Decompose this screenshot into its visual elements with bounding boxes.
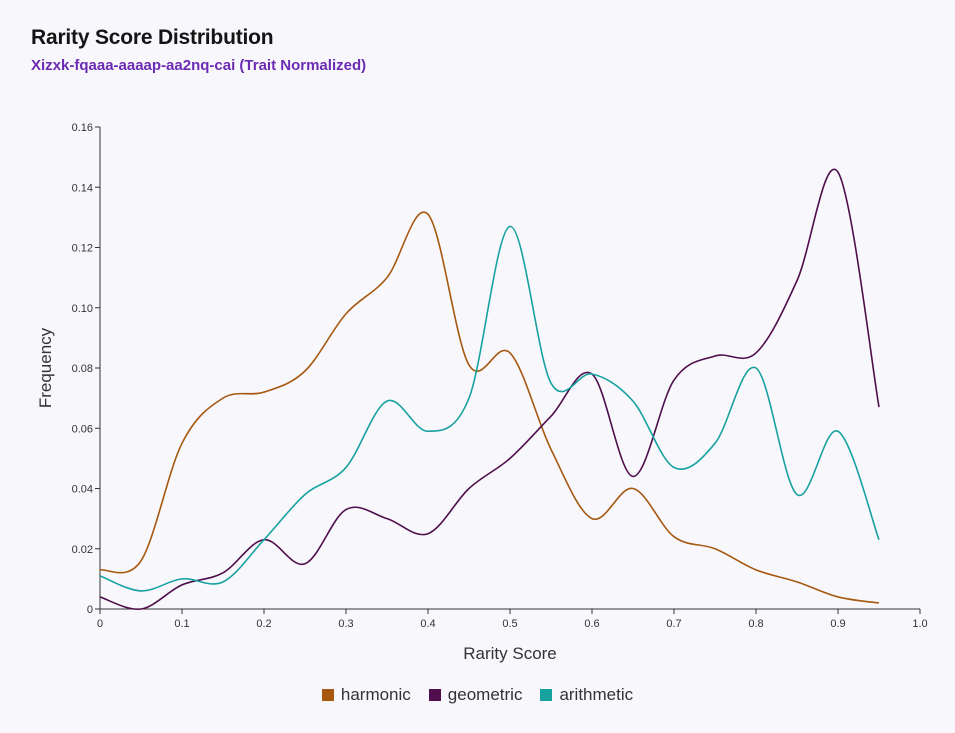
legend-swatch	[321, 689, 334, 701]
x-tick-label: 0.9	[830, 618, 845, 630]
y-tick-label: 0.14	[72, 182, 93, 194]
series-line-arithmetic	[99, 225, 880, 592]
y-tick-label: 0.10	[72, 303, 93, 315]
series-line-harmonic	[99, 211, 880, 604]
chart-subtitle: Xizxk-fqaaa-aaaap-aa2nq-cai (Trait Norma…	[31, 57, 367, 74]
legend-item-harmonic[interactable]: harmonic	[321, 685, 411, 705]
x-tick-label: 0.7	[666, 618, 681, 630]
y-tick-label: 0.04	[72, 484, 93, 496]
y-tick-label: 0.02	[72, 544, 93, 556]
legend: harmonic geometric arithmetic	[0, 685, 955, 705]
x-tick-label: 0.5	[502, 618, 517, 630]
x-tick-label: 1.0	[912, 618, 927, 630]
y-tick-label: 0.16	[72, 122, 93, 134]
x-tick-label: 0	[97, 618, 103, 630]
legend-item-geometric[interactable]: geometric	[428, 685, 523, 705]
legend-swatch	[428, 689, 441, 701]
legend-swatch	[540, 689, 553, 701]
y-axis-label: Frequency	[36, 327, 55, 408]
x-tick-label: 0.6	[584, 618, 599, 630]
x-tick-label: 0.8	[748, 618, 763, 630]
x-tick-label: 0.1	[174, 618, 189, 630]
y-tick-label: 0	[87, 604, 93, 616]
legend-label: geometric	[447, 685, 523, 704]
y-tick-label: 0.06	[72, 423, 93, 435]
legend-label: harmonic	[340, 685, 411, 704]
chart-title: Rarity Score Distribution	[31, 26, 274, 49]
y-tick-label: 0.08	[72, 363, 93, 375]
series-line-geometric	[99, 168, 880, 610]
x-tick-label: 0.3	[338, 618, 353, 630]
x-tick-label: 0.2	[256, 618, 271, 630]
legend-item-arithmetic[interactable]: arithmetic	[540, 685, 633, 705]
x-tick-label: 0.4	[420, 618, 435, 630]
legend-label: arithmetic	[559, 685, 634, 704]
x-axis-label: Rarity Score	[463, 644, 557, 663]
y-tick-label: 0.12	[72, 243, 93, 255]
